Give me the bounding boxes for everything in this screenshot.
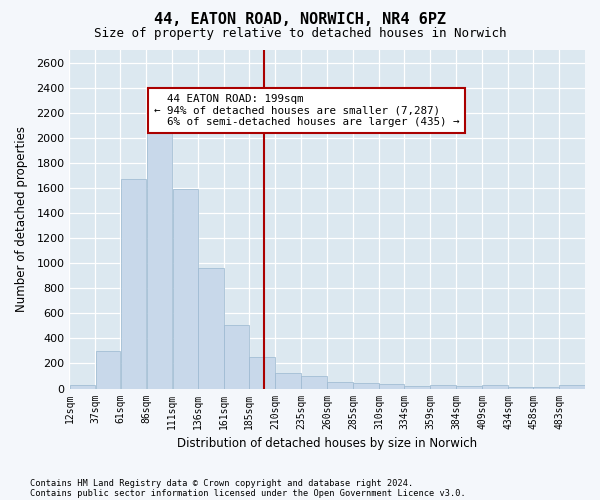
Text: Contains HM Land Registry data © Crown copyright and database right 2024.: Contains HM Land Registry data © Crown c… [30,478,413,488]
Bar [121,179,146,388]
Bar [70,386,95,388]
Text: Size of property relative to detached houses in Norwich: Size of property relative to detached ho… [94,28,506,40]
Text: 44, EATON ROAD, NORWICH, NR4 6PZ: 44, EATON ROAD, NORWICH, NR4 6PZ [154,12,446,28]
Bar [95,351,120,389]
Bar [224,325,249,388]
Bar [199,268,224,388]
Text: 44 EATON ROAD: 199sqm
← 94% of detached houses are smaller (7,287)
  6% of semi-: 44 EATON ROAD: 199sqm ← 94% of detached … [154,94,459,127]
Bar [353,383,379,388]
Bar [456,386,482,388]
Text: Contains public sector information licensed under the Open Government Licence v3: Contains public sector information licen… [30,488,466,498]
Bar [173,188,198,388]
Y-axis label: Number of detached properties: Number of detached properties [15,126,28,312]
Bar [146,119,172,388]
Bar [275,373,301,388]
Bar [404,386,430,388]
Bar [430,385,456,388]
Bar [482,386,508,388]
Bar [250,357,275,388]
Bar [559,386,585,388]
Bar [508,386,533,388]
X-axis label: Distribution of detached houses by size in Norwich: Distribution of detached houses by size … [177,437,477,450]
Bar [301,376,327,388]
Bar [379,384,404,388]
Bar [328,382,353,388]
